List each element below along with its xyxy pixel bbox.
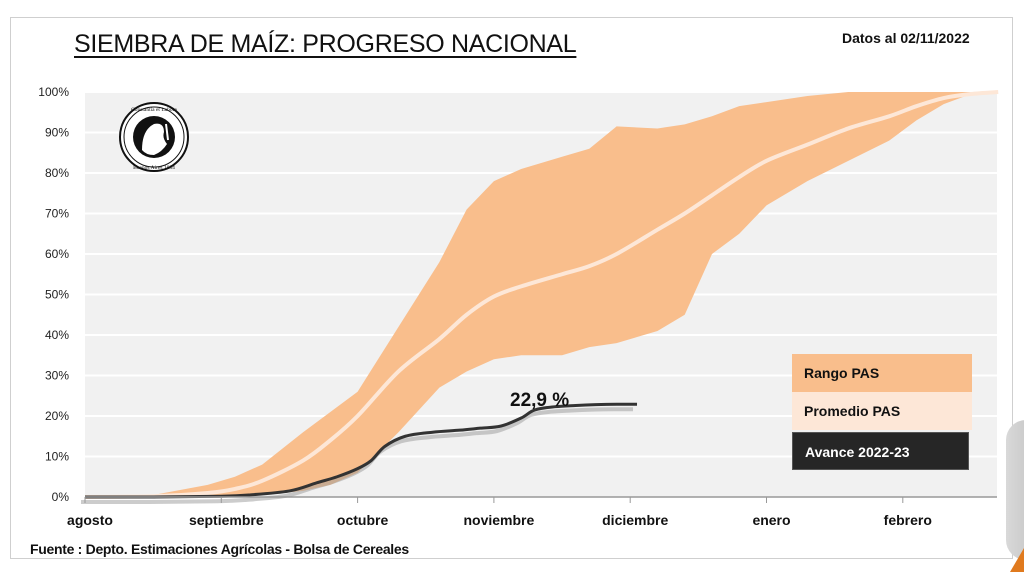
y-tick-label: 50%	[45, 288, 69, 302]
legend-item-range: Rango PAS	[792, 354, 972, 392]
data-date-label: Datos al 02/11/2022	[842, 30, 970, 46]
logo-top-text: Constantia et Labore	[131, 107, 177, 113]
x-tick-label: septiembre	[189, 512, 264, 528]
x-tick-label: febrero	[884, 512, 932, 528]
x-tick-label: diciembre	[602, 512, 668, 528]
y-tick-label: 10%	[45, 450, 69, 464]
y-tick-label: 20%	[45, 409, 69, 423]
bolsa-de-cereales-seal-icon: Constantia et Labore Buenos Aires 1854	[119, 102, 189, 172]
advance-line-shadow	[80, 407, 634, 505]
y-axis-ticks: 0% 10% 20% 30% 40% 50% 60% 70% 80% 90% 100%	[38, 85, 69, 504]
average-line	[84, 90, 999, 499]
legend-item-average: Promedio PAS	[792, 392, 972, 430]
y-tick-label: 70%	[45, 207, 69, 221]
x-tick-label: octubre	[337, 512, 389, 528]
x-axis-ticks: agosto septiembre octubre noviembre diciembr…	[67, 497, 932, 528]
y-tick-label: 100%	[38, 85, 69, 99]
source-note: Fuente : Depto. Estimaciones Agrícolas -…	[30, 541, 409, 557]
advance-line	[84, 402, 638, 499]
x-tick-label: enero	[752, 512, 790, 528]
chart-title: SIEMBRA DE MAÍZ: PROGRESO NACIONAL	[74, 30, 577, 58]
y-tick-label: 90%	[45, 126, 69, 140]
y-tick-label: 0%	[52, 490, 70, 504]
range-band	[85, 92, 999, 497]
y-tick-label: 60%	[45, 247, 69, 261]
x-tick-label: agosto	[67, 512, 113, 528]
y-tick-label: 80%	[45, 166, 69, 180]
decorative-shape	[1006, 420, 1024, 560]
logo-bottom-text: Buenos Aires 1854	[133, 165, 175, 171]
y-tick-label: 40%	[45, 328, 69, 342]
x-tick-label: noviembre	[463, 512, 534, 528]
y-tick-label: 30%	[45, 369, 69, 383]
legend-item-advance: Avance 2022-23	[792, 432, 969, 470]
current-value-label: 22,9 %	[510, 390, 570, 411]
